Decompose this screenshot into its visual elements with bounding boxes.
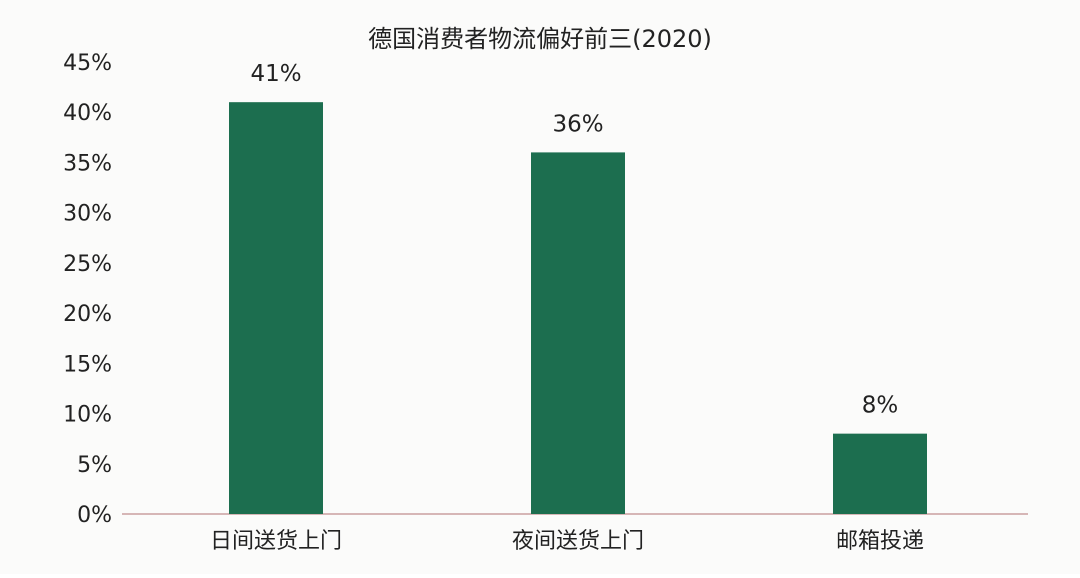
- y-tick-label: 45%: [63, 51, 112, 76]
- x-tick-label: 邮箱投递: [836, 529, 924, 554]
- x-tick-label: 日间送货上门: [210, 529, 342, 554]
- chart-title: 德国消费者物流偏好前三(2020): [368, 25, 712, 53]
- y-tick-label: 0%: [77, 503, 112, 528]
- bar: [833, 433, 927, 514]
- y-tick-label: 30%: [63, 202, 112, 227]
- bars-group: [229, 102, 927, 514]
- y-tick-label: 35%: [63, 151, 112, 176]
- y-tick-label: 5%: [77, 453, 112, 478]
- x-tick-label: 夜间送货上门: [512, 529, 644, 554]
- value-labels-group: 41% 36% 8%: [250, 61, 898, 418]
- bar: [229, 102, 323, 514]
- bar-value-label: 8%: [862, 393, 899, 419]
- x-axis: 日间送货上门 夜间送货上门 邮箱投递: [210, 529, 924, 554]
- y-tick-label: 25%: [63, 252, 112, 277]
- bar-value-label: 41%: [250, 61, 301, 87]
- y-tick-label: 10%: [63, 403, 112, 428]
- y-tick-label: 40%: [63, 101, 112, 126]
- y-axis: 0% 5% 10% 15% 20% 25% 30% 35% 40% 45%: [63, 51, 112, 528]
- y-tick-label: 15%: [63, 352, 112, 377]
- y-tick-label: 20%: [63, 302, 112, 327]
- bar: [531, 152, 625, 514]
- bar-value-label: 36%: [552, 111, 603, 137]
